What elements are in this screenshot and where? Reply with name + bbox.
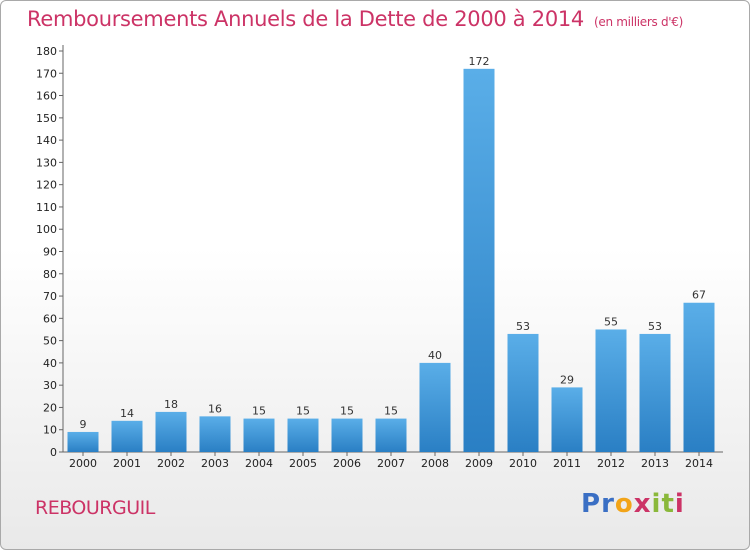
- y-tick-label: 0: [50, 446, 57, 459]
- y-tick-label: 150: [36, 112, 57, 125]
- x-tick-label: 2007: [377, 457, 405, 470]
- bar: [331, 418, 363, 452]
- x-tick-label: 2008: [421, 457, 449, 470]
- bar: [419, 362, 451, 452]
- y-tick-label: 100: [36, 223, 57, 236]
- logo-letter: o: [614, 489, 634, 519]
- bar-value-label: 55: [604, 315, 618, 328]
- y-tick-label: 40: [43, 357, 57, 370]
- bar: [507, 333, 539, 452]
- logo-letter: t: [661, 489, 675, 519]
- bar: [551, 387, 583, 452]
- bar: [111, 420, 143, 452]
- bar-value-label: 9: [80, 418, 87, 431]
- y-tick-label: 70: [43, 290, 57, 303]
- bar: [199, 416, 231, 452]
- bar: [67, 431, 99, 452]
- x-tick-label: 2013: [641, 457, 669, 470]
- logo-letter: i: [651, 489, 662, 519]
- y-tick-label: 80: [43, 268, 57, 281]
- bar-value-label: 172: [469, 55, 490, 68]
- bar: [683, 302, 715, 452]
- y-tick-label: 30: [43, 379, 57, 392]
- y-tick-label: 20: [43, 401, 57, 414]
- x-tick-label: 2000: [69, 457, 97, 470]
- bar-value-label: 15: [384, 405, 398, 418]
- x-tick-label: 2001: [113, 457, 141, 470]
- x-tick-label: 2004: [245, 457, 273, 470]
- y-tick-label: 110: [36, 201, 57, 214]
- logo-letter: i: [674, 489, 685, 519]
- bar-value-label: 14: [120, 407, 134, 420]
- bar: [375, 418, 407, 452]
- y-tick-label: 130: [36, 156, 57, 169]
- y-tick-label: 160: [36, 90, 57, 103]
- bar-value-label: 53: [648, 320, 662, 333]
- chart-title-text: Remboursements Annuels de la Dette de 20…: [27, 7, 584, 31]
- x-tick-label: 2002: [157, 457, 185, 470]
- logo-letter: x: [633, 489, 652, 519]
- y-tick-label: 170: [36, 67, 57, 80]
- bar: [287, 418, 319, 452]
- x-tick-label: 2012: [597, 457, 625, 470]
- y-tick-label: 10: [43, 424, 57, 437]
- bar-value-label: 29: [560, 373, 574, 386]
- x-tick-label: 2005: [289, 457, 317, 470]
- x-tick-label: 2006: [333, 457, 361, 470]
- bar-value-label: 15: [252, 405, 266, 418]
- y-tick-label: 120: [36, 179, 57, 192]
- bar: [463, 68, 495, 453]
- bar-value-label: 18: [164, 398, 178, 411]
- bar-value-label: 16: [208, 402, 222, 415]
- x-tick-label: 2010: [509, 457, 537, 470]
- y-tick-label: 180: [36, 45, 57, 58]
- y-tick-label: 60: [43, 312, 57, 325]
- bar: [639, 333, 671, 452]
- y-tick-label: 90: [43, 246, 57, 259]
- y-tick-label: 140: [36, 134, 57, 147]
- location-name: REBOURGUIL: [35, 497, 155, 519]
- logo-letter: r: [601, 489, 615, 519]
- x-tick-label: 2011: [553, 457, 581, 470]
- bar: [155, 411, 187, 452]
- x-tick-label: 2009: [465, 457, 493, 470]
- chart-unit: (en milliers d'€): [594, 15, 684, 29]
- bar: [595, 329, 627, 452]
- x-tick-label: 2014: [685, 457, 713, 470]
- proxiti-logo: Proxiti: [581, 489, 685, 519]
- logo-letter: P: [581, 489, 602, 519]
- bar: [243, 418, 275, 452]
- bar-value-label: 15: [296, 405, 310, 418]
- chart-title: Remboursements Annuels de la Dette de 20…: [27, 7, 683, 31]
- x-tick-label: 2003: [201, 457, 229, 470]
- y-tick-label: 50: [43, 335, 57, 348]
- bar-value-label: 15: [340, 405, 354, 418]
- bar-value-label: 40: [428, 349, 442, 362]
- bar-value-label: 67: [692, 289, 706, 302]
- bar-value-label: 53: [516, 320, 530, 333]
